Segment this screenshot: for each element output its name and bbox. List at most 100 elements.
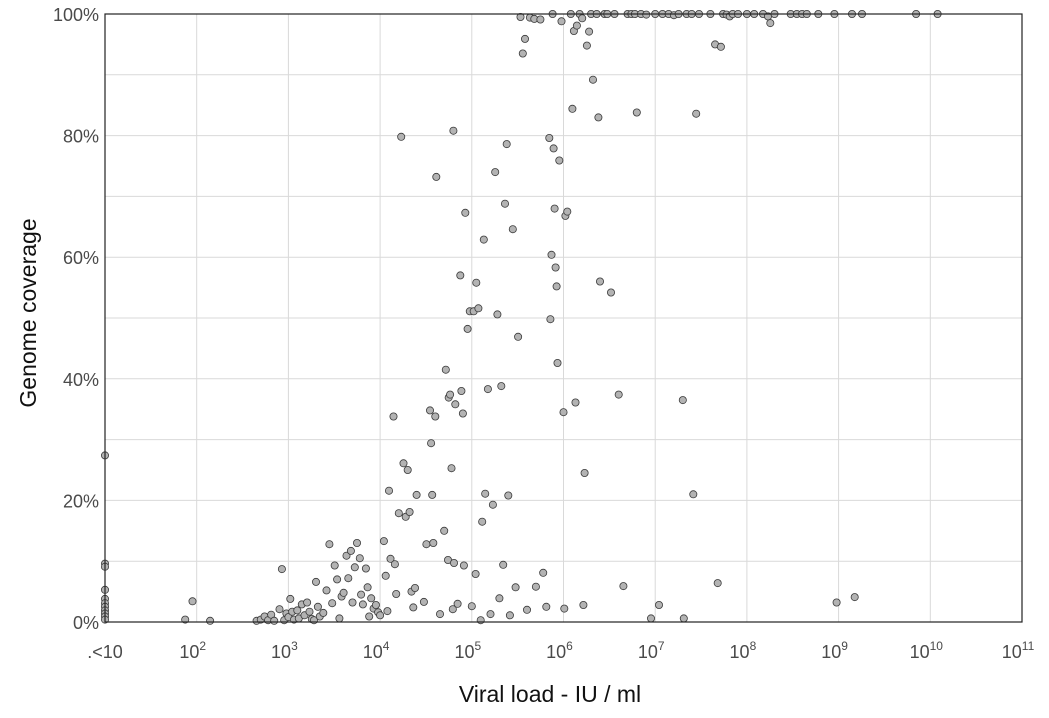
data-point: [457, 386, 466, 395]
data-point: [325, 540, 334, 549]
data-point: [692, 109, 701, 118]
data-point: [500, 199, 509, 208]
data-point: [580, 468, 589, 477]
data-point: [459, 561, 468, 570]
data-point: [389, 412, 398, 421]
data-point: [488, 500, 497, 509]
data-point: [313, 602, 322, 611]
data-point: [557, 17, 566, 26]
y-tick-label: 20%: [63, 491, 99, 511]
data-point: [419, 597, 428, 606]
data-point: [542, 602, 551, 611]
y-tick-label: 100%: [53, 5, 99, 25]
data-point: [365, 612, 374, 621]
data-point: [511, 583, 520, 592]
data-point: [483, 385, 492, 394]
data-point: [491, 168, 500, 177]
data-point: [832, 598, 841, 607]
data-point: [572, 21, 581, 30]
data-point: [333, 575, 342, 584]
data-point: [589, 75, 598, 84]
data-point: [523, 605, 532, 614]
data-point: [431, 412, 440, 421]
x-tick-label: 1011: [1002, 639, 1035, 662]
x-tick-label: 1010: [910, 639, 944, 662]
data-point: [319, 608, 328, 617]
data-point: [504, 491, 513, 500]
data-point: [619, 582, 628, 591]
data-point: [376, 611, 385, 620]
data-point: [679, 614, 688, 623]
data-point: [440, 526, 449, 535]
data-point: [678, 396, 687, 405]
data-point: [479, 235, 488, 244]
data-point: [655, 601, 664, 610]
data-point: [478, 517, 487, 526]
data-point: [428, 490, 437, 499]
data-point: [305, 607, 314, 616]
data-point: [632, 108, 641, 117]
data-point: [367, 594, 376, 603]
data-point: [270, 616, 279, 625]
data-point: [497, 382, 506, 391]
x-tick-label: .<10: [87, 642, 123, 662]
data-point: [579, 601, 588, 610]
data-point: [486, 610, 495, 619]
data-point: [335, 614, 344, 623]
data-point: [386, 554, 395, 563]
data-point: [394, 509, 403, 518]
data-point: [361, 564, 370, 573]
y-tick-label: 40%: [63, 370, 99, 390]
data-point: [647, 614, 656, 623]
data-point: [481, 489, 490, 498]
data-point: [614, 390, 623, 399]
data-point: [458, 409, 467, 418]
data-point: [358, 600, 367, 609]
data-point: [425, 406, 434, 415]
x-tick-label: 109: [821, 639, 848, 662]
data-point: [397, 132, 406, 141]
data-point: [551, 263, 560, 272]
data-point: [429, 539, 438, 548]
grid-layer: [105, 14, 1022, 622]
data-point: [381, 571, 390, 580]
data-point: [346, 546, 355, 555]
x-tick-label: 102: [179, 639, 206, 662]
x-tick-label: 103: [271, 639, 298, 662]
data-point: [568, 104, 577, 113]
data-point: [277, 565, 286, 574]
data-point: [578, 14, 587, 23]
data-point: [339, 588, 348, 597]
data-point: [328, 599, 337, 608]
data-point: [355, 554, 364, 563]
data-point: [293, 606, 302, 615]
data-point: [536, 15, 545, 24]
y-axis-title: Genome coverage: [15, 218, 41, 407]
data-point: [447, 464, 456, 473]
data-point: [405, 507, 414, 516]
data-point: [322, 586, 331, 595]
data-point: [275, 605, 284, 614]
plot-frame: [104, 13, 1023, 623]
x-tick-label: 108: [730, 639, 757, 662]
data-point: [547, 250, 556, 259]
data-point: [571, 398, 580, 407]
data-point: [539, 568, 548, 577]
data-point: [502, 140, 511, 149]
data-point: [371, 601, 380, 610]
x-tick-label: 107: [638, 639, 665, 662]
data-point: [303, 598, 312, 607]
y-tick-label: 60%: [63, 248, 99, 268]
data-point: [559, 408, 568, 417]
data-point: [555, 156, 564, 165]
data-point: [352, 539, 361, 548]
data-point: [390, 560, 399, 569]
data-point: [553, 358, 562, 367]
data-point: [357, 590, 366, 599]
data-point: [330, 561, 339, 570]
data-point: [499, 560, 508, 569]
data-point: [474, 304, 483, 313]
data-point: [545, 133, 554, 142]
